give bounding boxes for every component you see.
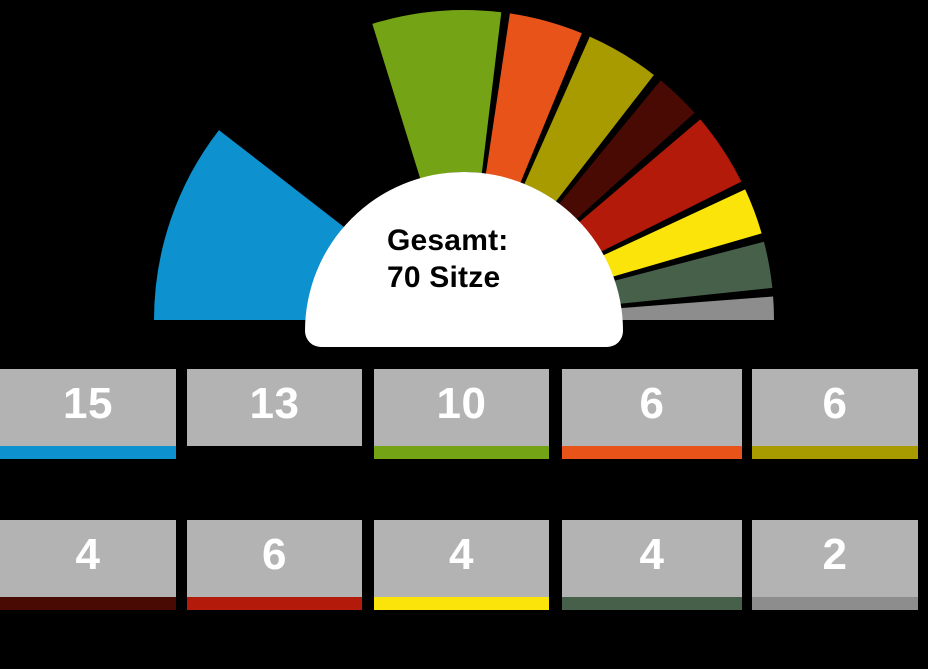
legend-seat-count: 15 xyxy=(63,378,113,428)
legend-item[interactable]: 13 xyxy=(187,369,362,459)
legend-row-2: 4 6 4 4 2 xyxy=(0,520,928,610)
legend-seat-count: 6 xyxy=(262,529,287,579)
legend-color-bar xyxy=(0,446,176,459)
seat-segment[interactable] xyxy=(372,10,502,179)
seat-segment[interactable] xyxy=(576,119,742,254)
legend-color-bar xyxy=(562,446,742,459)
legend-item[interactable]: 4 xyxy=(374,520,549,610)
legend-seat-count: 4 xyxy=(75,529,101,579)
legend-item[interactable]: 4 xyxy=(0,520,176,610)
legend-seat-count: 6 xyxy=(822,378,848,428)
legend-seat-count: 6 xyxy=(639,378,665,428)
legend-color-bar xyxy=(752,446,918,459)
legend-value-box: 4 xyxy=(374,520,549,597)
seat-segment[interactable] xyxy=(485,13,582,184)
legend-item[interactable]: 6 xyxy=(752,369,918,459)
seat-segment[interactable] xyxy=(524,36,654,204)
seat-segment[interactable] xyxy=(598,189,762,279)
legend-item[interactable]: 10 xyxy=(374,369,549,459)
semicircle-seat-chart: Gesamt: 70 Sitze xyxy=(154,10,774,347)
seat-segment[interactable] xyxy=(154,130,348,320)
legend-row-1: 15 13 10 6 6 xyxy=(0,369,928,459)
legend-color-bar xyxy=(562,597,742,610)
legend-seat-count: 4 xyxy=(639,529,665,579)
legend-color-bar xyxy=(752,597,918,610)
total-label-line1: Gesamt: xyxy=(387,223,509,257)
legend-value-box: 13 xyxy=(187,369,362,446)
legend-color-bar xyxy=(187,597,362,610)
legend-seat-count: 4 xyxy=(449,529,474,579)
legend-value-box: 6 xyxy=(187,520,362,597)
seat-chart-svg xyxy=(154,10,774,320)
legend-item[interactable]: 6 xyxy=(562,369,742,459)
seat-segment-group xyxy=(154,10,774,320)
seat-segment[interactable] xyxy=(607,241,773,305)
legend-value-box: 6 xyxy=(752,369,918,446)
legend-value-box: 6 xyxy=(562,369,742,446)
legend-seat-count: 13 xyxy=(249,378,300,428)
legend-value-box: 4 xyxy=(0,520,176,597)
seat-segment[interactable] xyxy=(557,80,695,222)
legend-value-box: 2 xyxy=(752,520,918,597)
legend-color-bar xyxy=(374,597,549,610)
seat-segment[interactable] xyxy=(224,26,417,227)
legend-seat-count: 10 xyxy=(436,378,487,428)
legend-item[interactable]: 6 xyxy=(187,520,362,610)
legend-value-box: 4 xyxy=(562,520,742,597)
legend-item[interactable]: 15 xyxy=(0,369,176,459)
legend-item[interactable]: 2 xyxy=(752,520,918,610)
legend-color-bar xyxy=(0,597,176,610)
legend-seat-count: 2 xyxy=(822,529,848,579)
legend-value-box: 10 xyxy=(374,369,549,446)
legend-value-box: 15 xyxy=(0,369,176,446)
legend-color-bar xyxy=(374,446,549,459)
legend-item[interactable]: 4 xyxy=(562,520,742,610)
seat-segment[interactable] xyxy=(611,296,774,320)
legend-color-bar xyxy=(187,446,362,459)
total-label-line2: 70 Sitze xyxy=(387,260,501,294)
